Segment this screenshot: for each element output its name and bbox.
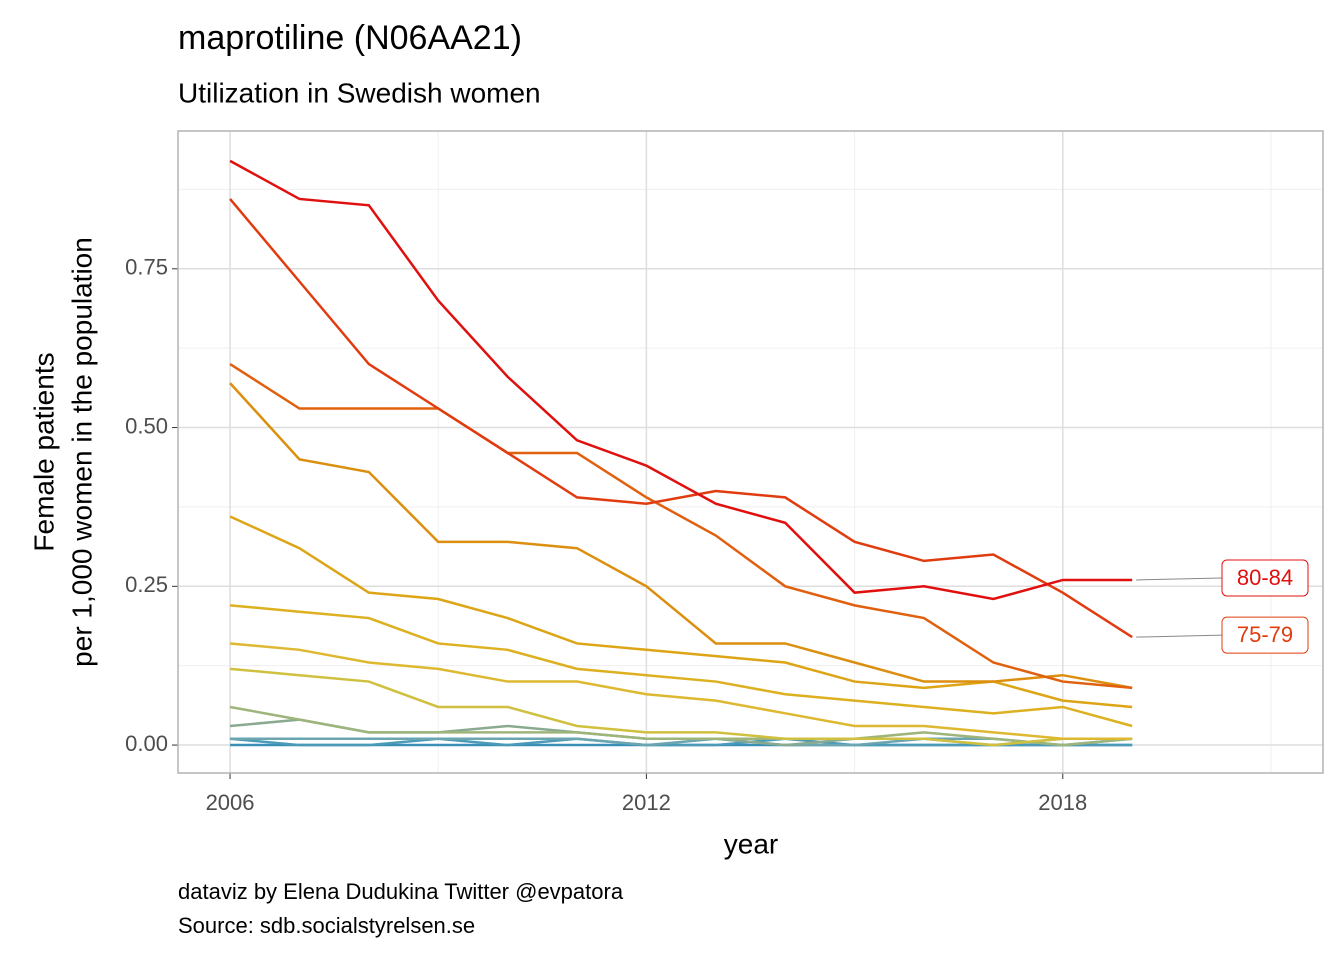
caption: dataviz by Elena Dudukina Twitter @evpat… xyxy=(178,879,624,904)
caption: Source: sdb.socialstyrelsen.se xyxy=(178,913,475,938)
series-line xyxy=(229,159,1133,601)
y-axis-title: per 1,000 women in the population xyxy=(66,237,97,667)
series-line xyxy=(229,667,1133,747)
chart-title: maprotiline (N06AA21) xyxy=(178,19,522,57)
x-axis-title: year xyxy=(724,828,778,859)
y-axis-title: Female patients xyxy=(28,352,59,551)
panel-border xyxy=(177,130,1324,774)
series-line xyxy=(229,198,1133,639)
label-box xyxy=(1221,559,1309,597)
series-line xyxy=(229,382,1133,690)
label-leader xyxy=(1136,634,1223,638)
y-tick-label: 0.25 xyxy=(125,572,168,597)
series-line xyxy=(229,705,1133,747)
chart-subtitle: Utilization in Swedish women xyxy=(178,77,541,108)
label-leader xyxy=(1136,577,1223,581)
series-line xyxy=(229,362,1133,690)
x-tick-label: 2006 xyxy=(206,790,255,815)
y-tick-label: 0.75 xyxy=(125,255,168,280)
series-line xyxy=(229,604,1133,728)
series-label: 75-79 xyxy=(1237,622,1293,647)
series-line xyxy=(229,642,1133,740)
x-tick-label: 2012 xyxy=(622,790,671,815)
y-tick-label: 0.50 xyxy=(125,413,168,438)
label-box xyxy=(1221,616,1309,654)
series-label: 80-84 xyxy=(1237,565,1293,590)
x-tick-label: 2018 xyxy=(1038,790,1087,815)
y-tick-label: 0.00 xyxy=(125,731,168,756)
